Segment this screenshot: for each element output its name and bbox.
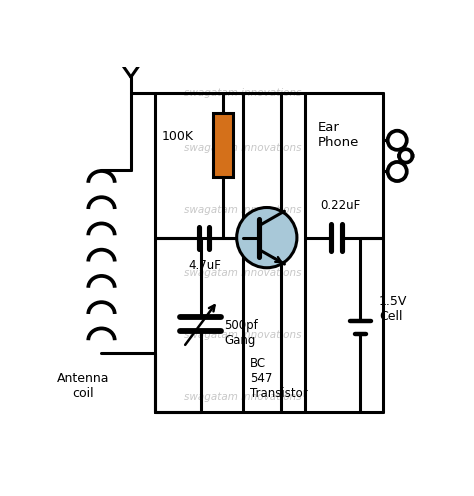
Circle shape: [237, 207, 297, 268]
Bar: [213, 113, 233, 177]
Text: 100K: 100K: [161, 130, 193, 143]
Circle shape: [388, 162, 407, 181]
Text: Ear
Phone: Ear Phone: [318, 121, 360, 149]
Text: 1.5V
Cell: 1.5V Cell: [379, 295, 407, 323]
Text: swagatam innovations: swagatam innovations: [184, 87, 301, 98]
Text: swagatam innovations: swagatam innovations: [184, 267, 301, 278]
Text: BC
547
Transistor: BC 547 Transistor: [250, 357, 308, 400]
Text: 500pf
Gang: 500pf Gang: [225, 319, 258, 347]
Text: 4.7uF: 4.7uF: [188, 259, 221, 272]
Text: Antenna
coil: Antenna coil: [57, 372, 109, 400]
Text: swagatam innovations: swagatam innovations: [184, 205, 301, 215]
Text: 0.22uF: 0.22uF: [320, 199, 360, 212]
Text: swagatam innovations: swagatam innovations: [184, 392, 301, 402]
Text: swagatam innovations: swagatam innovations: [184, 143, 301, 153]
Text: swagatam innovations: swagatam innovations: [184, 330, 301, 340]
Circle shape: [388, 131, 407, 150]
